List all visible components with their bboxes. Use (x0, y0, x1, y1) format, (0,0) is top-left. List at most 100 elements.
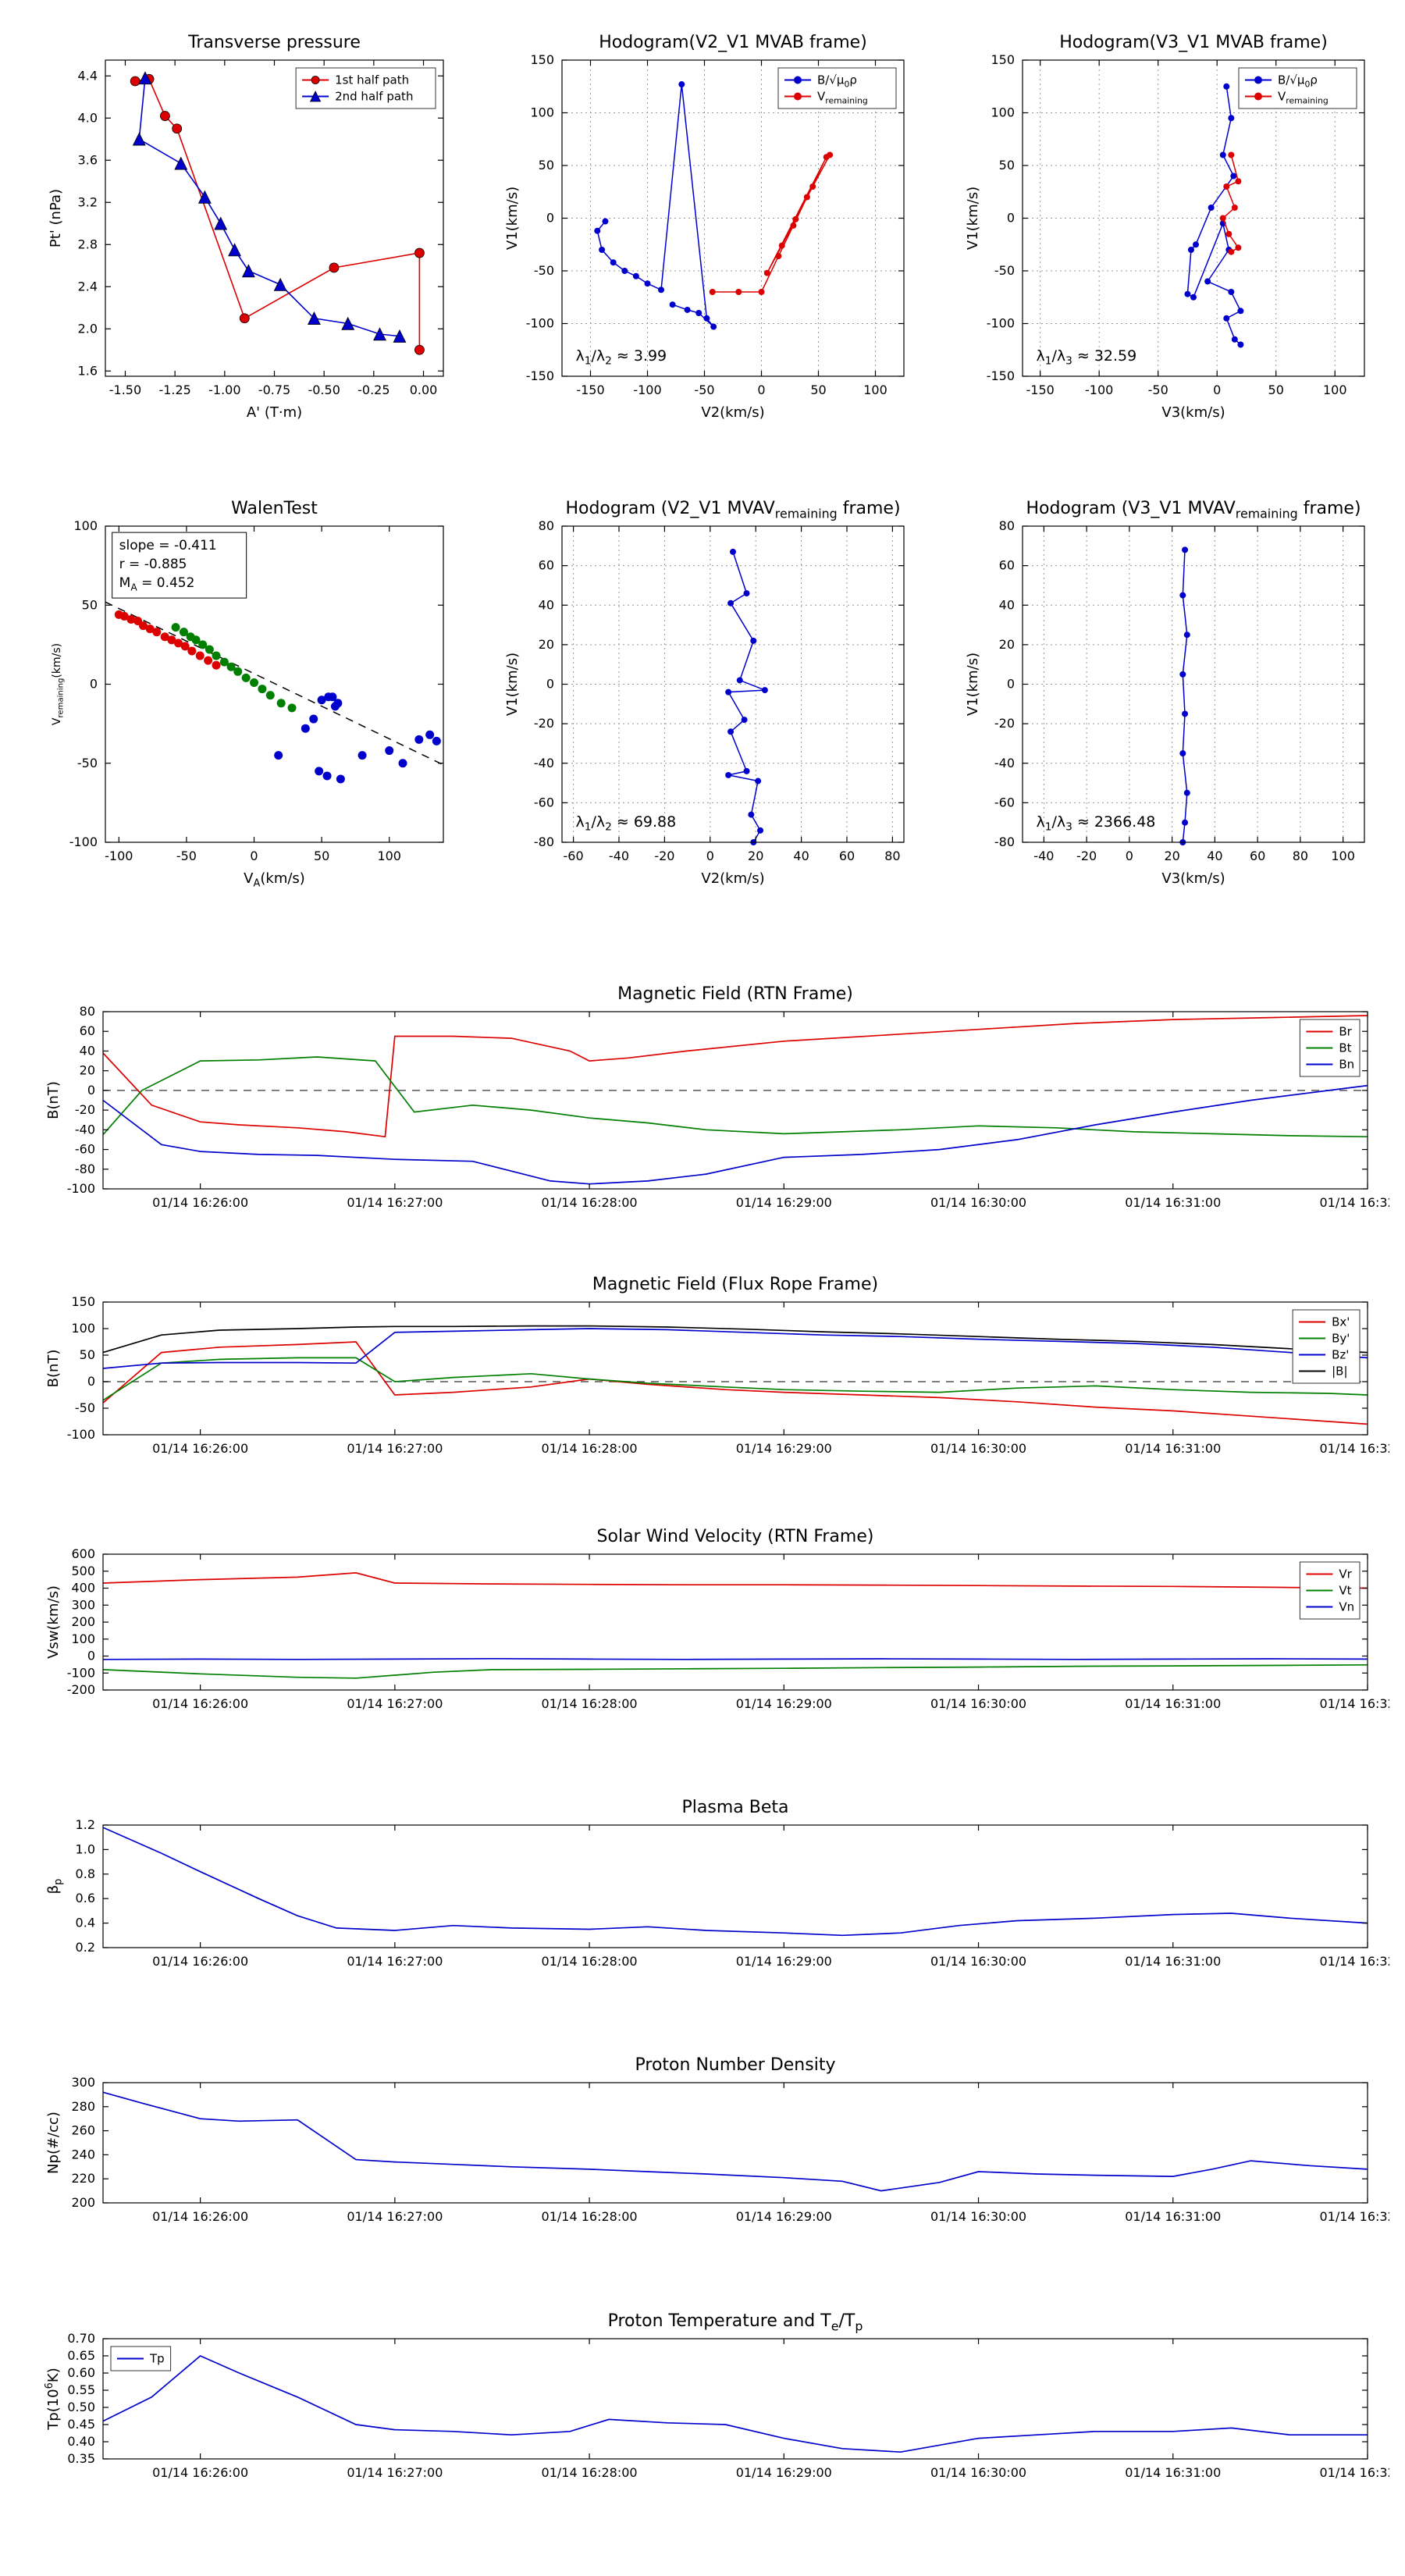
y-tick-label: 40 (80, 1043, 95, 1058)
chart-title: Magnetic Field (RTN Frame) (617, 984, 853, 1004)
y-tick-label: 60 (80, 1023, 95, 1038)
y-tick-label: 0.55 (67, 2382, 95, 2397)
series-points-3 (274, 692, 441, 784)
y-tick-label: 20 (539, 637, 554, 652)
x-tick-label: -20 (1076, 849, 1097, 863)
x-axis-label: V2(km/s) (701, 404, 764, 421)
x-tick-label: 60 (1250, 849, 1265, 863)
axes-frame (102, 1824, 1368, 1948)
x-tick-label: -1.00 (208, 382, 240, 397)
y-tick-label: 100 (71, 1631, 95, 1646)
y-tick-label: 40 (999, 597, 1015, 612)
y-tick-label: 260 (71, 2123, 95, 2138)
legend-label: Vt (1339, 1584, 1351, 1598)
x-tick-label: -0.75 (258, 382, 290, 397)
series-group (102, 2091, 1368, 2192)
chart-hodogram-v3v1-mvab: -150 -100 -50 0 50 100 -150 -100 -50 0 50 100 150 Hod… (948, 20, 1382, 437)
x-tick-label: 20 (1164, 849, 1179, 863)
y-tick-label: 50 (999, 158, 1015, 173)
y-tick-label: 40 (539, 597, 554, 612)
y-tick-label: 100 (73, 518, 98, 533)
legend: 1st half path 2nd half path (295, 67, 436, 109)
y-tick-label: -60 (534, 795, 554, 809)
y-tick-label: 300 (71, 1597, 95, 1612)
legend-label: Vr (1339, 1567, 1352, 1582)
x-tick-label: 80 (884, 849, 900, 863)
x-tick-label: 01/14 16:27:00 (347, 1441, 443, 1456)
series-group (102, 2355, 1368, 2453)
ticks (103, 1824, 1368, 1948)
chart-title: Hodogram (V2_V1 MVAVremaining frame) (565, 499, 900, 521)
y-tick-label: 100 (991, 105, 1015, 120)
x-tick-label: 01/14 16:32:00 (1319, 1954, 1389, 1969)
y-tick-label: 500 (71, 1564, 95, 1578)
x-tick-label: 40 (1207, 849, 1222, 863)
y-tick-label: 220 (71, 2171, 95, 2186)
series-Np (102, 2091, 1368, 2192)
y-axis-label: Np(#/cc) (45, 2112, 62, 2174)
x-tick-label: -60 (564, 849, 584, 863)
x-tick-label: 01/14 16:28:00 (542, 1441, 638, 1456)
series-group (1179, 546, 1190, 845)
legend-label: Bx' (1332, 1315, 1350, 1329)
annotation: λ1/λ2 ≈ 69.88 (576, 813, 677, 834)
chart-svg-hodogram-v3v1-mvab: -150 -100 -50 0 50 100 -150 -100 -50 0 50 100 150 Hod… (965, 33, 1365, 421)
chart-solar-wind-velocity: 01/14 16:26:00 01/14 16:27:00 01/14 16:28:… (31, 1518, 1405, 1731)
legend-label: Vremaining (817, 90, 868, 106)
x-tick-label: 01/14 16:27:00 (347, 1954, 443, 1969)
y-tick-label: -20 (994, 716, 1015, 731)
chart-magnetic-field-rtn: 01/14 16:26:00 01/14 16:27:00 01/14 16:28:… (31, 976, 1405, 1229)
y-tick-label: 0.35 (67, 2451, 95, 2466)
ticks (103, 1553, 1368, 1691)
y-tick-label: 20 (80, 1063, 95, 1078)
legend: Vr Vt Vn (1299, 1561, 1361, 1620)
y-tick-label: 1.6 (78, 363, 98, 378)
chart-hodogram-v2v1-mvab: -150 -100 -50 0 50 100 -150 -100 -50 0 50 100 150 Hod… (488, 20, 921, 437)
chart-walen-test: -100 -50 0 50 100 -100 -50 0 50 100 WalenTest VA(km… (31, 486, 461, 903)
chart-title: Hodogram(V3_V1 MVAB frame) (1059, 33, 1328, 52)
x-tick-label: -40 (1033, 849, 1054, 863)
y-tick-label: -100 (67, 1665, 95, 1680)
chart-hodogram-v2v1-mvav: -60 -40 -20 0 20 40 60 80 -80 -60 -40 -20 0 20 40 60 80 H… (488, 486, 921, 903)
x-tick-label: 01/14 16:26:00 (152, 1696, 248, 1711)
x-tick-label: 01/14 16:27:00 (347, 1195, 443, 1210)
x-tick-label: 0 (757, 382, 765, 397)
y-tick-label: 2.8 (78, 237, 98, 251)
series-beta_p (102, 1827, 1368, 1937)
y-tick-label: -40 (534, 756, 554, 770)
y-tick-label: 4.0 (78, 110, 98, 125)
series-1st half path (130, 73, 425, 355)
annotation: λ1/λ3 ≈ 32.59 (1037, 347, 1137, 368)
x-tick-label: 0 (250, 849, 258, 863)
chart-svg-hodogram-v2v1-mvab: -150 -100 -50 0 50 100 -150 -100 -50 0 50 100 150 Hod… (504, 33, 905, 421)
ticks (1023, 59, 1364, 377)
legend-label: Vn (1339, 1600, 1354, 1614)
y-tick-label: -40 (994, 756, 1015, 770)
chart-svg-hodogram-v3v1-mvav: -40 -20 0 20 40 60 80 100 -80 -60 -40 -20 0 20 40 60 80 H… (965, 499, 1365, 887)
y-tick-label: -50 (534, 263, 554, 278)
legend-label: Bz' (1332, 1348, 1349, 1362)
chart-title: Proton Temperature and Te/Tp (608, 2311, 863, 2334)
y-axis-label: V1(km/s) (504, 653, 521, 716)
y-tick-label: 0.65 (67, 2348, 95, 2363)
chart-title: Hodogram(V2_V1 MVAB frame) (599, 33, 867, 52)
y-tick-label: -150 (987, 368, 1015, 383)
series-B/sqrt(mu0 rho) (1184, 83, 1244, 348)
y-tick-label: 80 (80, 1004, 95, 1019)
y-tick-label: -60 (994, 795, 1015, 809)
series-2nd half path (132, 71, 407, 343)
y-axis-label: Vsw(km/s) (45, 1585, 62, 1659)
y-tick-label: -20 (534, 716, 554, 731)
y-tick-label: 0.4 (76, 1916, 95, 1930)
chart-title: Plasma Beta (682, 1798, 789, 1817)
y-tick-label: -100 (67, 1427, 95, 1442)
x-axis-label: V3(km/s) (1161, 870, 1225, 887)
y-tick-label: 60 (539, 558, 554, 573)
x-tick-label: 100 (1331, 849, 1355, 863)
y-tick-label: 200 (71, 2195, 95, 2210)
series-Vt (102, 1663, 1368, 1679)
axes-frame (102, 2338, 1368, 2460)
axes-frame (102, 1553, 1368, 1691)
y-tick-label: -60 (75, 1142, 95, 1157)
